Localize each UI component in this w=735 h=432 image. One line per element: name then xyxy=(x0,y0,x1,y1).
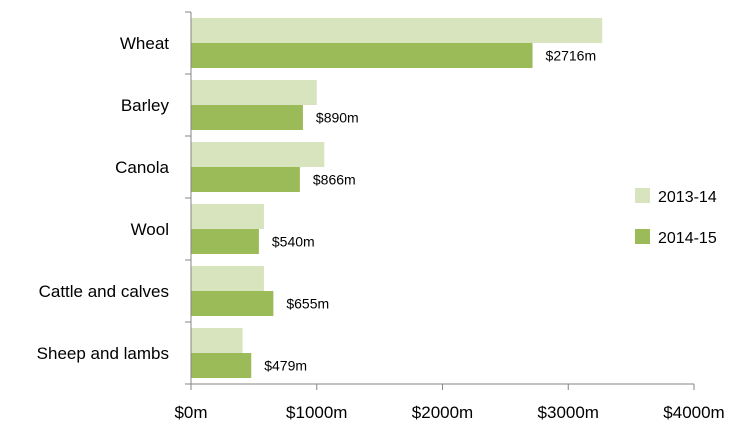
data-label: $866m xyxy=(313,172,356,188)
category-label: Wool xyxy=(131,220,169,239)
bar-2014-15-wool xyxy=(191,229,259,254)
bar-2014-15-wheat xyxy=(191,43,533,68)
legend-label: 2014-15 xyxy=(658,230,717,247)
category-label: Wheat xyxy=(120,34,169,53)
bar-2014-15-canola xyxy=(191,167,300,192)
category-label: Cattle and calves xyxy=(39,282,169,301)
bar-2014-15-cattle-and-calves xyxy=(191,291,274,316)
bar-2014-15-sheep-and-lambs xyxy=(191,353,252,378)
data-label: $540m xyxy=(272,234,315,250)
data-label: $479m xyxy=(264,358,307,374)
bar-2013-14-cattle-and-calves xyxy=(191,266,264,291)
x-tick-label: $0m xyxy=(174,403,207,422)
data-label: $890m xyxy=(316,110,359,126)
x-tick-label: $3000m xyxy=(538,403,599,422)
x-tick-label: $2000m xyxy=(412,403,473,422)
x-tick-label: $1000m xyxy=(286,403,347,422)
bar-2013-14-wheat xyxy=(191,18,603,43)
legend-swatch-2014-15 xyxy=(635,229,650,244)
bar-2013-14-barley xyxy=(191,80,317,105)
legend-swatch-2013-14 xyxy=(635,188,650,203)
bar-2013-14-sheep-and-lambs xyxy=(191,328,243,353)
x-tick-label: $4000m xyxy=(663,403,724,422)
bar-2013-14-canola xyxy=(191,142,325,167)
legend-label: 2013-14 xyxy=(658,189,717,206)
category-label: Barley xyxy=(121,96,170,115)
bar-2014-15-barley xyxy=(191,105,303,130)
data-label: $2716m xyxy=(546,48,597,64)
category-label: Canola xyxy=(115,158,169,177)
data-label: $655m xyxy=(286,296,329,312)
bar-2013-14-wool xyxy=(191,204,264,229)
category-label: Sheep and lambs xyxy=(37,344,169,363)
